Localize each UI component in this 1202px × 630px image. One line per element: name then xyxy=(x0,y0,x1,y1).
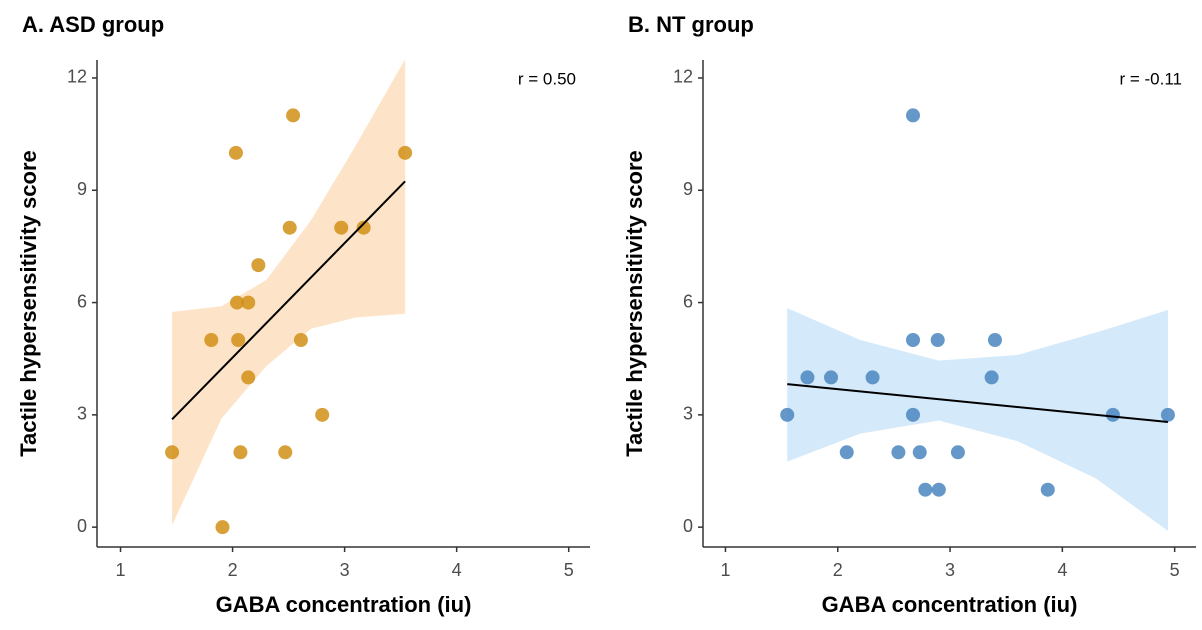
point xyxy=(1040,482,1055,497)
point xyxy=(251,258,266,273)
panel-title: B. NT group xyxy=(628,12,754,37)
point xyxy=(931,482,946,497)
point xyxy=(987,332,1002,347)
annotation: r = 0.50 xyxy=(518,69,576,88)
fit-line xyxy=(171,180,406,421)
point xyxy=(891,445,906,460)
fit-line xyxy=(787,383,1169,423)
point xyxy=(800,370,815,385)
point xyxy=(839,445,854,460)
annotation: r = -0.11 xyxy=(1119,69,1182,88)
point xyxy=(1105,407,1120,422)
x-axis-label: GABA concentration (iu) xyxy=(822,592,1078,617)
point xyxy=(233,445,248,460)
point xyxy=(282,220,297,235)
point xyxy=(950,445,965,460)
x-tick-label: 5 xyxy=(564,560,574,580)
y-axis-label: Tactile hypersensitivity score xyxy=(16,150,41,457)
point xyxy=(334,220,349,235)
point xyxy=(865,370,880,385)
confidence-band xyxy=(787,308,1168,531)
y-tick-label: 12 xyxy=(67,67,87,87)
point xyxy=(824,370,839,385)
point xyxy=(906,407,921,422)
x-tick-label: 5 xyxy=(1170,560,1180,580)
point xyxy=(398,145,413,160)
point xyxy=(228,145,243,160)
x-tick-label: 1 xyxy=(720,560,730,580)
panel-title: A. ASD group xyxy=(22,12,164,37)
point xyxy=(780,407,795,422)
point xyxy=(930,332,945,347)
point xyxy=(286,108,301,123)
point xyxy=(241,370,256,385)
point xyxy=(912,445,927,460)
x-tick-label: 2 xyxy=(228,560,238,580)
point xyxy=(356,220,371,235)
point xyxy=(918,482,933,497)
y-tick-label: 3 xyxy=(683,404,693,424)
point xyxy=(165,445,180,460)
y-axis-label: Tactile hypersensitivity score xyxy=(622,150,647,457)
x-tick-label: 4 xyxy=(1057,560,1067,580)
y-tick-label: 9 xyxy=(683,179,693,199)
point xyxy=(906,108,921,123)
x-tick-label: 1 xyxy=(116,560,126,580)
point xyxy=(215,520,230,535)
point xyxy=(293,332,308,347)
point xyxy=(315,407,330,422)
point xyxy=(1160,407,1175,422)
y-tick-label: 6 xyxy=(683,291,693,311)
y-tick-label: 0 xyxy=(683,516,693,536)
y-tick-label: 0 xyxy=(77,516,87,536)
x-tick-label: 3 xyxy=(340,560,350,580)
point xyxy=(230,295,245,310)
y-tick-label: 12 xyxy=(673,67,693,87)
x-tick-label: 4 xyxy=(452,560,462,580)
x-tick-label: 2 xyxy=(833,560,843,580)
confidence-band xyxy=(172,59,406,526)
point xyxy=(204,332,219,347)
point xyxy=(231,332,246,347)
point xyxy=(906,332,921,347)
y-tick-label: 3 xyxy=(77,404,87,424)
point xyxy=(984,370,999,385)
y-tick-label: 9 xyxy=(77,179,87,199)
point xyxy=(241,295,256,310)
point xyxy=(278,445,293,460)
x-axis-label: GABA concentration (iu) xyxy=(216,592,472,617)
x-tick-label: 3 xyxy=(945,560,955,580)
y-tick-label: 6 xyxy=(77,291,87,311)
